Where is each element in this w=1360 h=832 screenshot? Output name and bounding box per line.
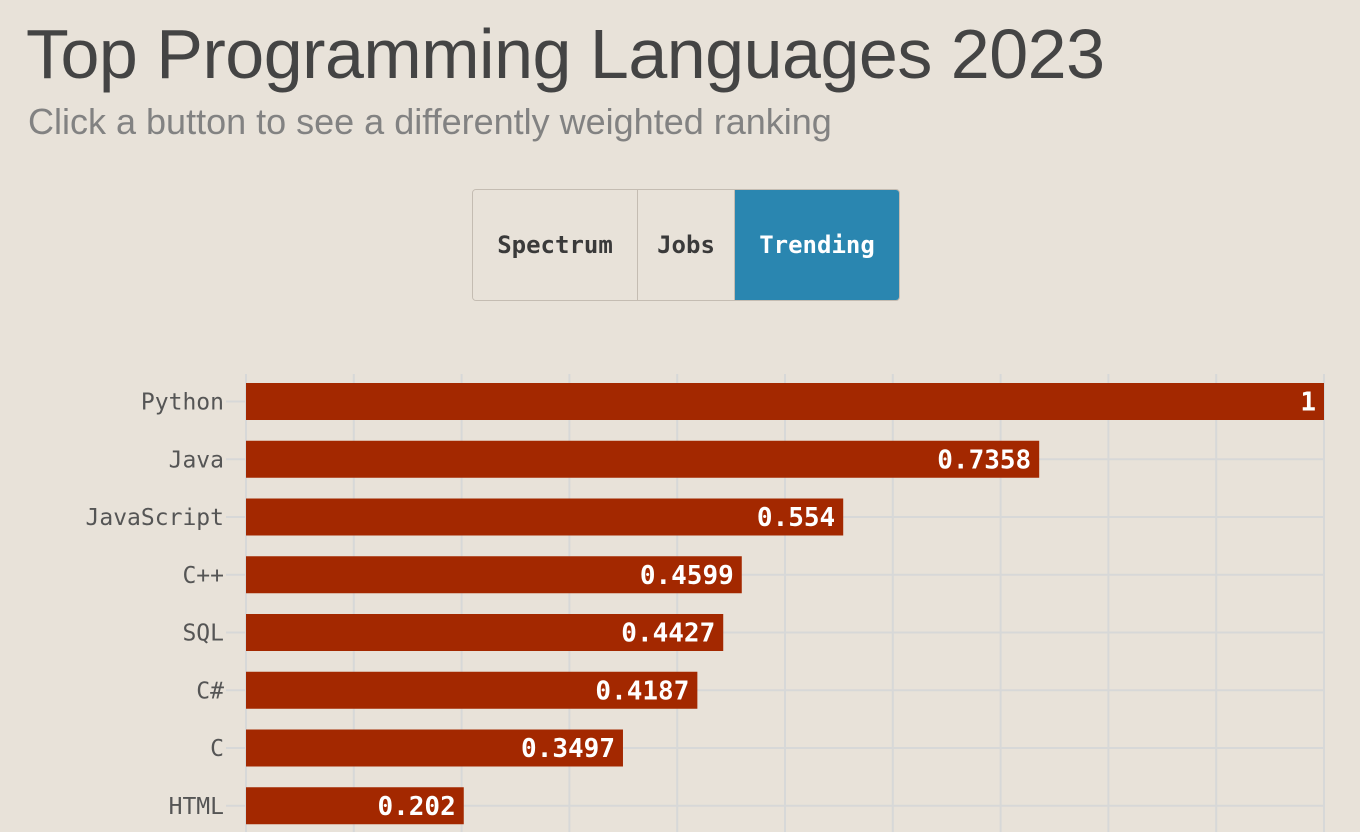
y-tick-label: HTML — [169, 794, 224, 820]
y-tick-label: C++ — [182, 563, 224, 589]
bar-java — [246, 440, 1040, 478]
y-tick-label: C — [210, 736, 224, 762]
ranking-button-group: Spectrum Jobs Trending — [472, 189, 900, 301]
bar-c- — [246, 671, 698, 709]
bar-python — [246, 383, 1324, 420]
bar-html — [246, 787, 464, 825]
bar-value-label: 0.7358 — [937, 445, 1031, 475]
bar-c — [246, 729, 623, 767]
page-subtitle: Click a button to see a differently weig… — [28, 101, 832, 142]
bar-c- — [246, 556, 742, 594]
chart-bars — [246, 383, 1324, 825]
y-tick-label: JavaScript — [86, 505, 224, 531]
bar-value-label: 0.4187 — [595, 676, 689, 706]
bar-value-label: 0.3497 — [521, 734, 615, 764]
y-tick-label: Python — [141, 390, 224, 416]
bar-javascript — [246, 498, 844, 536]
bar-value-label: 0.4427 — [621, 619, 715, 649]
chart-labels: Python 1 Java 0.7358 JavaScript 0.554 C++ 0.459… — [86, 388, 1316, 822]
bar-value-label: 0.4599 — [640, 561, 734, 591]
jobs-button[interactable]: Jobs — [638, 190, 735, 300]
y-tick-label: Java — [169, 447, 224, 473]
bar-sql — [246, 614, 724, 651]
bar-value-label: 1 — [1300, 388, 1316, 418]
trending-button[interactable]: Trending — [735, 190, 899, 300]
y-tick-label: SQL — [182, 621, 224, 647]
page-title: Top Programming Languages 2023 — [26, 15, 1105, 93]
y-tick-label: C# — [196, 678, 224, 704]
bar-value-label: 0.554 — [757, 503, 835, 533]
bar-value-label: 0.202 — [377, 792, 455, 822]
spectrum-button[interactable]: Spectrum — [473, 190, 638, 300]
